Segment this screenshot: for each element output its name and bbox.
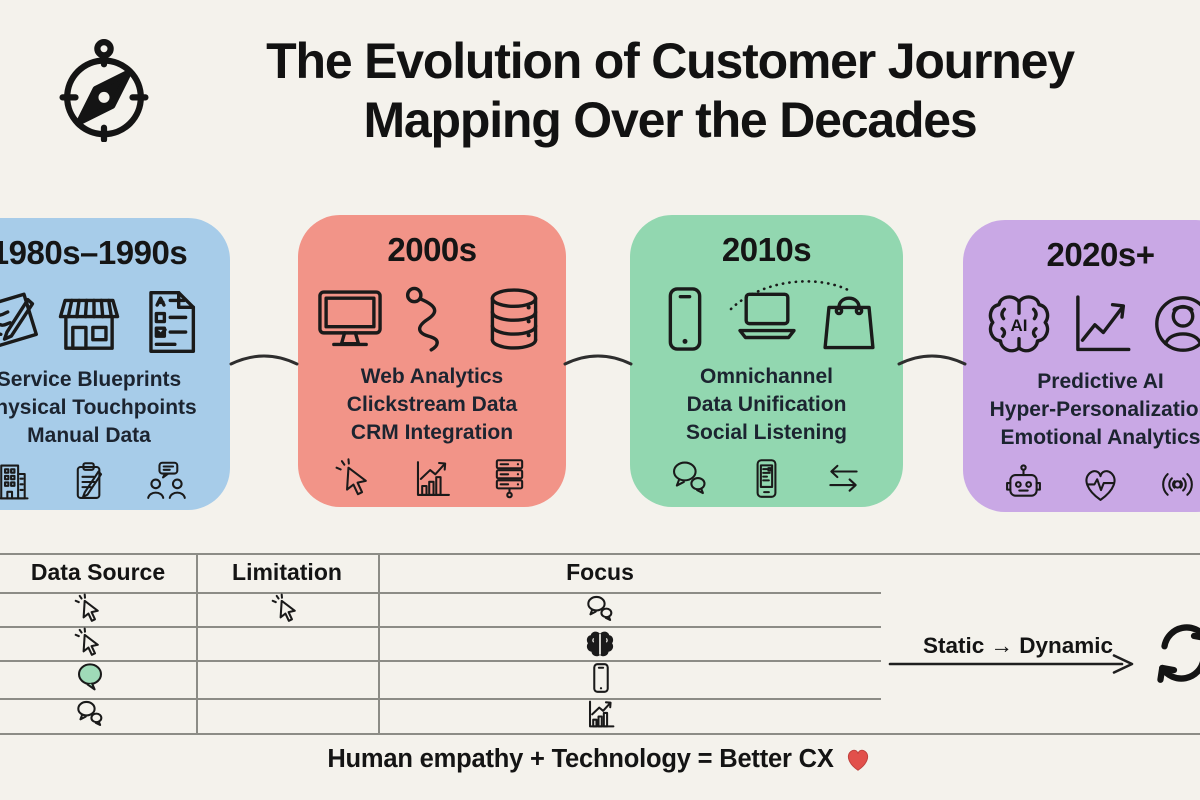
cursor-click-icon	[73, 626, 107, 660]
chat-bubbles-icon	[73, 697, 107, 731]
era-label: 1980s–1990s	[0, 234, 188, 271]
people-conversation-icon	[144, 459, 189, 504]
desktop-monitor-icon	[313, 282, 387, 356]
era-top-icons	[0, 280, 230, 364]
feature-line: Social Listening	[685, 420, 848, 444]
broadcast-waves-icon	[1155, 461, 1200, 506]
refresh-cycle-icon	[1148, 617, 1200, 689]
bar-chart-growth-icon	[410, 456, 455, 501]
feature-line: Data Unification	[686, 392, 847, 416]
page-title: The Evolution of Customer Journey Mappin…	[148, 32, 1192, 149]
feature-line: Predictive AI	[1037, 370, 1164, 393]
title-line-2: Mapping Over the Decades	[363, 91, 977, 148]
storefront-icon	[52, 285, 126, 359]
timeline-connector-arc	[229, 354, 299, 366]
era-top-icons	[298, 277, 566, 361]
table-column-line	[378, 553, 380, 733]
era-features: Web Analytics Clickstream Data CRM Integ…	[298, 363, 566, 447]
era-bottom-icons	[0, 459, 230, 504]
cursor-click-icon	[73, 592, 107, 626]
era-card-2010s: 2010s Omnichannel Data Unification Socia…	[630, 215, 903, 507]
era-bottom-icons	[963, 461, 1200, 506]
compass-icon	[58, 38, 150, 142]
footer-text: Human empathy + Technology = Better CX	[327, 745, 834, 773]
table-header-focus: Focus	[566, 559, 634, 585]
era-card-2020s: 2020s+ Predictive AI Hyper-Personalizati…	[963, 220, 1200, 512]
clickstream-path-icon	[395, 282, 469, 356]
chat-bubbles-icon	[583, 592, 617, 626]
era-label: 2010s	[721, 231, 812, 268]
ai-brain-icon	[982, 287, 1056, 361]
robot-icon	[1001, 461, 1046, 506]
database-icon	[477, 282, 551, 356]
cursor-click-icon	[270, 592, 304, 626]
feature-line: Hyper-Personalization	[989, 397, 1200, 421]
server-network-icon	[487, 456, 532, 501]
era-features: Service Blueprints Physical Touchpoints …	[0, 366, 230, 450]
feature-line: Manual Data	[27, 423, 151, 447]
red-heart-icon	[843, 744, 873, 774]
feature-line: Service Blueprints	[0, 368, 182, 391]
feature-line: CRM Integration	[350, 420, 514, 444]
feature-line: Physical Touchpoints	[0, 395, 197, 419]
table-row-line	[0, 660, 881, 662]
era-features: Predictive AI Hyper-Personalization Emot…	[963, 368, 1200, 452]
feature-line: Omnichannel	[699, 365, 834, 388]
table-row-line	[0, 626, 881, 628]
title-line-1: The Evolution of Customer Journey	[266, 33, 1075, 89]
survey-form-icon	[134, 285, 208, 359]
chat-bubbles-icon	[667, 456, 712, 501]
era-bottom-icons	[630, 456, 903, 501]
brain-filled-icon	[583, 627, 617, 661]
era-card-2000s: 2000s Web Analytics Clickstream Data CRM…	[298, 215, 566, 507]
era-label: 2020s+	[1046, 236, 1155, 273]
era-top-icons	[630, 277, 903, 361]
table-header-data-source: Data Source	[30, 559, 166, 585]
table-column-line	[196, 553, 198, 733]
feature-line: Emotional Analytics	[1000, 425, 1200, 449]
era-bottom-icons	[298, 456, 566, 501]
era-label: 2000s	[387, 231, 477, 268]
table-border-top	[0, 553, 1200, 555]
green-chat-bubble-icon	[73, 660, 107, 694]
sync-arrows-icon	[821, 456, 866, 501]
timeline-connector-arc	[563, 354, 633, 366]
person-avatar-icon	[1146, 287, 1200, 361]
office-building-icon	[0, 459, 35, 504]
era-card-1980s-1990s: 1980s–1990s Service Blueprints Physical …	[0, 218, 230, 510]
clipboard-pen-icon	[67, 459, 112, 504]
table-row-line	[0, 592, 881, 594]
growth-chart-icon	[1064, 287, 1138, 361]
static-to-dynamic-label: Static → Dynamic	[922, 633, 1114, 658]
table-border-bottom	[0, 733, 1200, 735]
smartphone-icon	[648, 282, 722, 356]
mobile-app-icon	[744, 456, 789, 501]
table-row-line	[0, 698, 881, 700]
handwritten-note-icon	[0, 285, 44, 359]
table-header-limitation: Limitation	[232, 559, 342, 585]
smartphone-icon	[584, 661, 618, 695]
footer-tagline: Human empathy + Technology = Better CX	[0, 744, 1200, 774]
era-top-icons	[963, 282, 1200, 366]
bar-chart-growth-icon	[584, 697, 618, 731]
right-arrow-line	[888, 654, 1134, 674]
feature-line: Clickstream Data	[346, 392, 518, 416]
era-features: Omnichannel Data Unification Social List…	[630, 363, 903, 447]
feature-line: Web Analytics	[360, 365, 504, 388]
cursor-click-icon	[333, 456, 378, 501]
timeline-connector-arc	[897, 354, 967, 366]
heart-pulse-icon	[1078, 461, 1123, 506]
dotted-connection-arc	[729, 280, 854, 311]
